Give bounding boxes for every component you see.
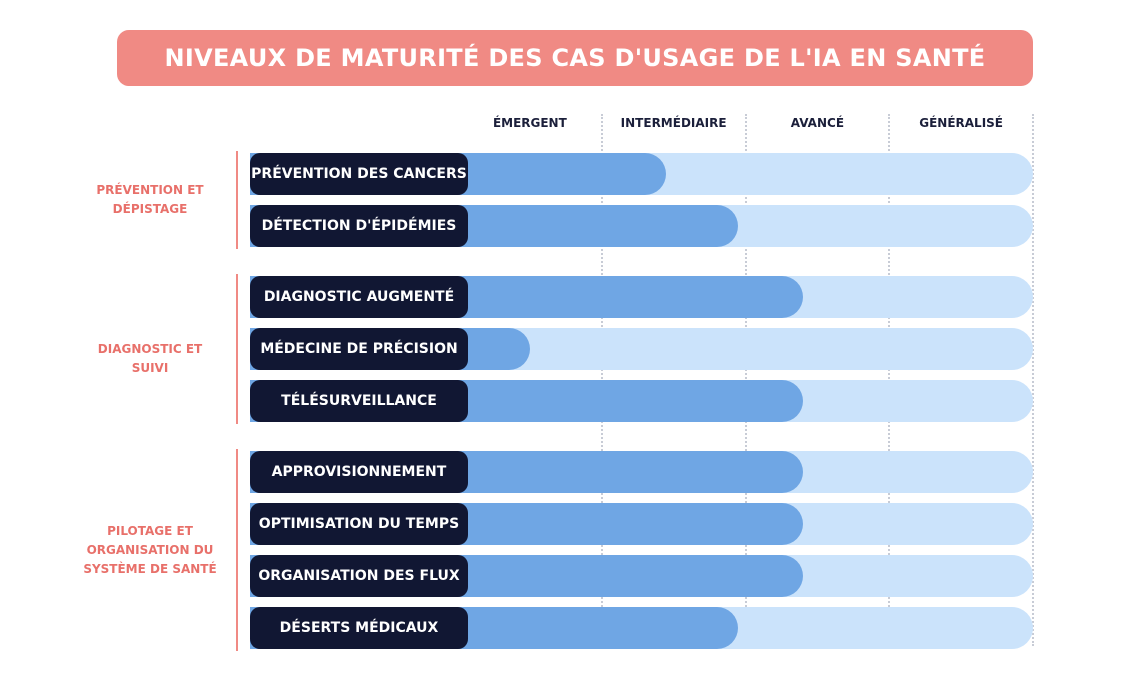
use-case-label: ORGANISATION DES FLUX <box>250 555 468 597</box>
level-header: ÉMERGENT <box>492 116 567 130</box>
chart-title: NIVEAUX DE MATURITÉ DES CAS D'USAGE DE L… <box>164 44 986 72</box>
use-case-label-text: TÉLÉSURVEILLANCE <box>281 393 437 409</box>
use-case-label-text: MÉDECINE DE PRÉCISION <box>260 341 458 357</box>
maturity-track: DÉSERTS MÉDICAUX <box>250 607 1033 649</box>
maturity-track: MÉDECINE DE PRÉCISION <box>250 328 1033 370</box>
maturity-track: OPTIMISATION DU TEMPS <box>250 503 1033 545</box>
maturity-track: DÉTECTION D'ÉPIDÉMIES <box>250 205 1033 247</box>
title-banner: NIVEAUX DE MATURITÉ DES CAS D'USAGE DE L… <box>117 30 1033 86</box>
use-case-label-text: DÉTECTION D'ÉPIDÉMIES <box>261 218 457 234</box>
use-case-label-text: ORGANISATION DES FLUX <box>258 568 460 584</box>
use-case-label: DÉTECTION D'ÉPIDÉMIES <box>250 205 468 247</box>
use-case-label: PRÉVENTION DES CANCERS <box>250 153 468 195</box>
group-bracket-line <box>236 449 238 651</box>
use-case-label: TÉLÉSURVEILLANCE <box>250 380 468 422</box>
use-case-label: DÉSERTS MÉDICAUX <box>250 607 468 649</box>
use-case-label: APPROVISIONNEMENT <box>250 451 468 493</box>
use-case-label-text: OPTIMISATION DU TEMPS <box>258 516 460 532</box>
use-case-label-text: DIAGNOSTIC AUGMENTÉ <box>263 289 455 305</box>
maturity-track: DIAGNOSTIC AUGMENTÉ <box>250 276 1033 318</box>
grid-line <box>1032 114 1034 646</box>
maturity-track: APPROVISIONNEMENT <box>250 451 1033 493</box>
use-case-label-text: APPROVISIONNEMENT <box>271 464 447 480</box>
maturity-track: PRÉVENTION DES CANCERS <box>250 153 1033 195</box>
use-case-label-text: PRÉVENTION DES CANCERS <box>251 166 467 182</box>
group-label: PILOTAGE ET ORGANISATION DU SYSTÈME DE S… <box>83 523 217 576</box>
group-bracket-line <box>236 151 238 249</box>
level-header: AVANCÉ <box>790 116 845 130</box>
group-bracket-line <box>236 274 238 424</box>
use-case-label: OPTIMISATION DU TEMPS <box>250 503 468 545</box>
level-header: GÉNÉRALISÉ <box>919 116 1003 130</box>
use-case-label: DIAGNOSTIC AUGMENTÉ <box>250 276 468 318</box>
group-label: DIAGNOSTIC ET SUIVI <box>97 341 203 375</box>
level-header: INTERMÉDIAIRE <box>620 116 727 130</box>
maturity-track: TÉLÉSURVEILLANCE <box>250 380 1033 422</box>
use-case-label-text: DÉSERTS MÉDICAUX <box>279 620 439 636</box>
maturity-track: ORGANISATION DES FLUX <box>250 555 1033 597</box>
group-label: PRÉVENTION ET DÉPISTAGE <box>96 183 204 216</box>
use-case-label: MÉDECINE DE PRÉCISION <box>250 328 468 370</box>
